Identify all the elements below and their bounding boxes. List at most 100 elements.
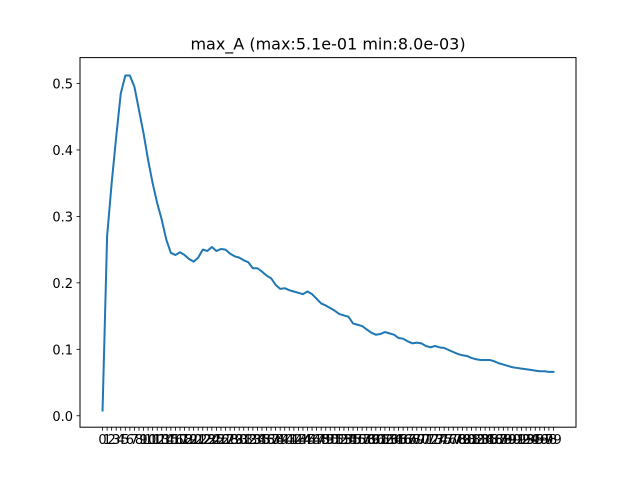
- x-tick-label: 46: [304, 433, 321, 448]
- x-tick-label: 18: [176, 433, 193, 448]
- x-tick-label: 40: [276, 433, 293, 448]
- x-tick-label: 16: [167, 433, 184, 448]
- x-tick-label: 90: [504, 433, 521, 448]
- y-tick-label: 0.4: [52, 144, 73, 159]
- x-tick-label: 60: [368, 433, 385, 448]
- x-tick-label: 93: [518, 433, 535, 448]
- y-tick-label: 0.5: [52, 78, 73, 93]
- plot-area-frame: [79, 57, 577, 428]
- x-tick-label: 30: [231, 433, 248, 448]
- x-tick-label: 2: [108, 433, 116, 448]
- x-tick-label: 69: [409, 433, 426, 448]
- x-tick-label: 87: [491, 433, 508, 448]
- x-tick-label: 66: [395, 433, 412, 448]
- x-tick-label: 0: [98, 433, 106, 448]
- x-tick-label: 79: [454, 433, 471, 448]
- x-tick-label: 28: [222, 433, 239, 448]
- x-tick-label: 29: [226, 433, 243, 448]
- x-tick-label: 31: [235, 433, 252, 448]
- y-tick-label: 0.3: [52, 210, 73, 225]
- x-tick-label: 82: [468, 433, 485, 448]
- x-tick-label: 22: [194, 433, 211, 448]
- x-tick-label: 12: [149, 433, 166, 448]
- x-tick-label: 32: [240, 433, 257, 448]
- x-tick-label: 65: [390, 433, 407, 448]
- x-tick-label: 45: [299, 433, 316, 448]
- x-tick-label: 97: [536, 433, 553, 448]
- x-tick-label: 74: [431, 433, 448, 448]
- x-tick-label: 99: [545, 433, 562, 448]
- x-tick-label: 37: [263, 433, 280, 448]
- x-tick-label: 7: [130, 433, 138, 448]
- x-tick-label: 61: [372, 433, 389, 448]
- x-tick-label: 41: [281, 433, 298, 448]
- x-tick-label: 20: [185, 433, 202, 448]
- x-tick-label: 94: [522, 433, 539, 448]
- chart-title: max_A (max:5.1e-01 min:8.0e-03): [190, 35, 465, 55]
- x-tick-label: 13: [153, 433, 170, 448]
- x-tick-label: 73: [427, 433, 444, 448]
- x-tick-label: 51: [327, 433, 344, 448]
- x-tick-label: 8: [135, 433, 143, 448]
- x-tick-label: 43: [290, 433, 307, 448]
- x-tick-label: 17: [172, 433, 189, 448]
- x-tick-label: 21: [190, 433, 207, 448]
- x-tick-label: 36: [258, 433, 275, 448]
- x-tick-label: 38: [267, 433, 284, 448]
- x-tick-label: 19: [181, 433, 198, 448]
- x-tick-label: 70: [413, 433, 430, 448]
- y-tick-label: 0.1: [52, 343, 73, 358]
- x-tick-label: 58: [358, 433, 375, 448]
- x-tick-label: 95: [527, 433, 544, 448]
- x-tick-label: 92: [513, 433, 530, 448]
- x-tick-label: 15: [163, 433, 180, 448]
- x-tick-label: 89: [500, 433, 517, 448]
- x-tick-label: 84: [477, 433, 494, 448]
- x-tick-label: 11: [144, 433, 161, 448]
- x-tick-label: 72: [422, 433, 439, 448]
- x-tick-label: 34: [249, 433, 266, 448]
- x-tick-label: 63: [381, 433, 398, 448]
- x-tick-label: 59: [363, 433, 380, 448]
- x-tick-label: 96: [532, 433, 549, 448]
- x-tick-label: 75: [436, 433, 453, 448]
- x-tick-label: 68: [404, 433, 421, 448]
- x-tick-label: 91: [509, 433, 526, 448]
- x-tick-label: 57: [354, 433, 371, 448]
- x-tick-label: 77: [445, 433, 462, 448]
- x-tick-label: 64: [386, 433, 403, 448]
- x-tick-label: 76: [440, 433, 457, 448]
- x-tick-label: 71: [418, 433, 435, 448]
- x-tick-label: 98: [541, 433, 558, 448]
- x-tick-label: 1: [103, 433, 111, 448]
- x-tick-label: 14: [158, 433, 175, 448]
- x-tick-label: 4: [117, 433, 125, 448]
- x-tick-label: 27: [217, 433, 234, 448]
- x-tick-label: 88: [495, 433, 512, 448]
- x-tick-label: 67: [399, 433, 416, 448]
- x-tick-label: 54: [340, 433, 357, 448]
- x-tick-label: 10: [140, 433, 157, 448]
- x-tick-label: 23: [199, 433, 216, 448]
- x-tick-label: 44: [295, 433, 312, 448]
- x-tick-label: 86: [486, 433, 503, 448]
- x-tick-label: 62: [377, 433, 394, 448]
- x-tick-label: 56: [349, 433, 366, 448]
- x-tick-label: 83: [472, 433, 489, 448]
- x-tick-label: 5: [121, 433, 129, 448]
- x-tick-label: 55: [345, 433, 362, 448]
- x-tick-label: 6: [126, 433, 134, 448]
- x-tick-label: 25: [208, 433, 225, 448]
- x-tick-label: 48: [313, 433, 330, 448]
- x-tick-label: 35: [254, 433, 271, 448]
- x-tick-label: 49: [317, 433, 334, 448]
- x-tick-label: 3: [112, 433, 120, 448]
- x-axis: 0123456789101112131415161718192021222324…: [98, 427, 562, 448]
- x-tick-label: 50: [322, 433, 339, 448]
- x-tick-label: 24: [204, 433, 221, 448]
- series-layer: [101, 74, 555, 412]
- y-tick-label: 0.0: [52, 410, 73, 425]
- x-tick-label: 42: [286, 433, 303, 448]
- x-tick-label: 81: [463, 433, 480, 448]
